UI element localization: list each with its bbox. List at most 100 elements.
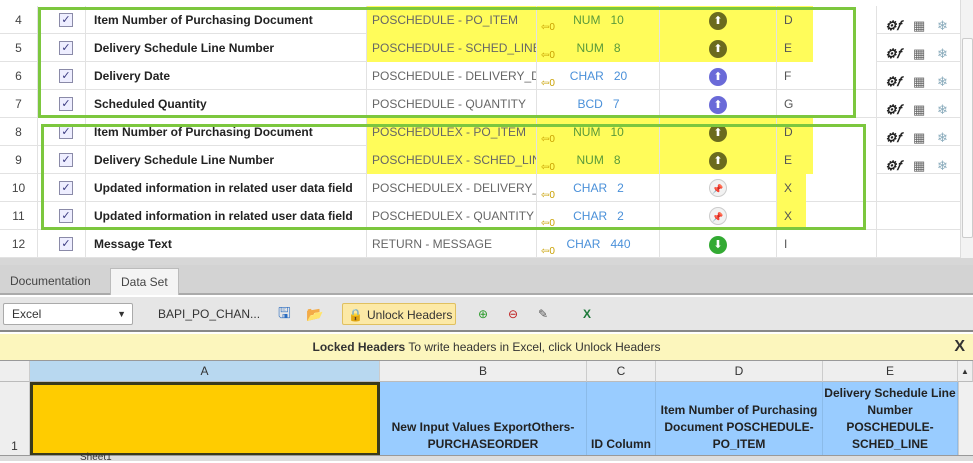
list-icon[interactable]: ▦ [913, 158, 926, 173]
list-icon[interactable]: ▦ [913, 46, 926, 61]
field-mapping: POSCHEDULE - PO_ITEM [367, 6, 537, 34]
row-number: 7 [0, 90, 38, 118]
row-checkbox[interactable]: ✓ [59, 181, 73, 195]
cell-c1[interactable]: ID Column [587, 382, 656, 456]
snowflake-icon[interactable]: ❄ [937, 102, 948, 117]
table-row[interactable]: 5 ✓ Delivery Schedule Line Number POSCHE… [0, 34, 960, 62]
row-checkbox[interactable]: ✓ [59, 13, 73, 27]
cell-a1[interactable] [30, 382, 380, 456]
table-row[interactable]: 10 ✓ Updated information in related user… [0, 174, 960, 202]
direction-in-icon[interactable]: ⬆ [709, 12, 727, 30]
excel-column-cell[interactable]: G [777, 90, 877, 118]
row-checkbox[interactable]: ✓ [59, 69, 73, 83]
formula-icon[interactable]: ⚙𝑓 [885, 18, 901, 33]
delete-row-icon[interactable]: ⊖ [508, 307, 519, 321]
row-header-1[interactable]: 1 [0, 382, 30, 456]
cell-b1[interactable]: New Input Values ExportOthers-PURCHASEOR… [380, 382, 587, 456]
row-checkbox[interactable]: ✓ [59, 125, 73, 139]
field-mapping: POSCHEDULE - SCHED_LINE [367, 34, 537, 62]
direction-in-icon[interactable]: ⬆ [709, 68, 727, 86]
excel-column-cell[interactable]: D [777, 118, 877, 146]
edit-icon[interactable]: ✎ [538, 307, 549, 321]
snowflake-icon[interactable]: ❄ [937, 158, 948, 173]
type-length: 20 [613, 69, 628, 83]
cell-e1[interactable]: Delivery Schedule Line Number POSCHEDULE… [823, 382, 958, 456]
type-length: 10 [610, 125, 624, 139]
row-checkbox[interactable]: ✓ [59, 237, 73, 251]
direction-cell: ⬆ [660, 6, 777, 34]
table-row[interactable]: 12 ✓ Message Text RETURN - MESSAGE ⇦0 CH… [0, 230, 960, 258]
formula-icon[interactable]: ⚙𝑓 [885, 46, 901, 61]
pin-icon[interactable]: 📌 [709, 179, 727, 197]
sheet-vertical-scrollbar[interactable] [958, 382, 973, 456]
add-row-icon[interactable]: ⊕ [478, 307, 489, 321]
row-checkbox[interactable]: ✓ [59, 209, 73, 223]
snowflake-icon[interactable]: ❄ [937, 46, 948, 61]
direction-out-icon[interactable]: ⬇ [709, 236, 727, 254]
excel-column-cell[interactable]: X [777, 174, 877, 202]
field-mapping: POSCHEDULE - DELIVERY_DA... [367, 62, 537, 90]
excel-column-cell[interactable]: E [777, 146, 877, 174]
snowflake-icon[interactable]: ❄ [937, 74, 948, 89]
field-type: ⇦0 CHAR 20 [537, 62, 660, 90]
snowflake-icon[interactable]: ❄ [937, 18, 948, 33]
spreadsheet[interactable]: A B C D E ▲ 1 New Input Values ExportOth… [0, 360, 973, 461]
save-icon[interactable]: 🖫 [278, 305, 291, 322]
open-folder-icon[interactable]: 📂 [306, 306, 324, 322]
field-description: Updated information in related user data… [86, 174, 367, 202]
col-header-e[interactable]: E [823, 361, 958, 382]
row-checkbox[interactable]: ✓ [59, 97, 73, 111]
tab-documentation[interactable]: Documentation [10, 274, 91, 288]
col-header-d[interactable]: D [656, 361, 823, 382]
row-number: 4 [0, 6, 38, 34]
excel-column-cell[interactable]: E [777, 34, 877, 62]
close-icon[interactable]: X [954, 338, 965, 355]
snowflake-icon[interactable]: ❄ [937, 130, 948, 145]
tab-data-set[interactable]: Data Set [110, 268, 179, 295]
sheet-tab-sheet1[interactable]: Sheet1 [80, 452, 112, 463]
col-header-c[interactable]: C [587, 361, 656, 382]
pin-icon[interactable]: 📌 [709, 207, 727, 225]
excel-icon[interactable]: X [583, 307, 592, 321]
excel-column-cell[interactable]: D [777, 6, 877, 34]
list-icon[interactable]: ▦ [913, 130, 926, 145]
scroll-up-icon[interactable]: ▲ [958, 361, 973, 382]
row-checkbox[interactable]: ✓ [59, 41, 73, 55]
vertical-scrollbar[interactable] [960, 0, 973, 258]
list-icon[interactable]: ▦ [913, 102, 926, 117]
chevron-down-icon: ▼ [117, 309, 126, 319]
corner-cell[interactable] [0, 361, 30, 382]
splitter[interactable] [0, 258, 973, 268]
excel-column-cell[interactable]: I [777, 230, 877, 258]
list-icon[interactable]: ▦ [913, 18, 926, 33]
type-name: NUM [576, 41, 604, 55]
table-row[interactable]: 4 ✓ Item Number of Purchasing Document P… [0, 6, 960, 34]
formula-icon[interactable]: ⚙𝑓 [885, 130, 901, 145]
type-length: 7 [612, 97, 620, 111]
excel-column-cell[interactable]: X [777, 202, 877, 230]
banner-title: Locked Headers [312, 340, 406, 354]
direction-in-icon[interactable]: ⬆ [709, 96, 727, 114]
formula-icon[interactable]: ⚙𝑓 [885, 74, 901, 89]
row-checkbox[interactable]: ✓ [59, 153, 73, 167]
col-header-b[interactable]: B [380, 361, 587, 382]
row-number: 11 [0, 202, 38, 230]
formula-icon[interactable]: ⚙𝑓 [885, 102, 901, 117]
direction-in-icon[interactable]: ⬆ [709, 124, 727, 142]
unlock-headers-button[interactable]: 🔒 Unlock Headers [342, 303, 456, 325]
scrollbar-thumb[interactable] [962, 38, 973, 238]
table-row[interactable]: 9 ✓ Delivery Schedule Line Number POSCHE… [0, 146, 960, 174]
col-header-a[interactable]: A [30, 361, 380, 382]
table-row[interactable]: 6 ✓ Delivery Date POSCHEDULE - DELIVERY_… [0, 62, 960, 90]
cell-d1[interactable]: Item Number of Purchasing Document POSCH… [656, 382, 823, 456]
table-row[interactable]: 8 ✓ Item Number of Purchasing Document P… [0, 118, 960, 146]
excel-column-cell[interactable]: F [777, 62, 877, 90]
direction-in-icon[interactable]: ⬆ [709, 40, 727, 58]
formula-icon[interactable]: ⚙𝑓 [885, 158, 901, 173]
format-select[interactable]: Excel ▼ [3, 303, 133, 325]
table-row[interactable]: 7 ✓ Scheduled Quantity POSCHEDULE - QUAN… [0, 90, 960, 118]
locked-headers-banner: Locked Headers To write headers in Excel… [0, 334, 973, 360]
table-row[interactable]: 11 ✓ Updated information in related user… [0, 202, 960, 230]
list-icon[interactable]: ▦ [913, 74, 926, 89]
direction-in-icon[interactable]: ⬆ [709, 152, 727, 170]
